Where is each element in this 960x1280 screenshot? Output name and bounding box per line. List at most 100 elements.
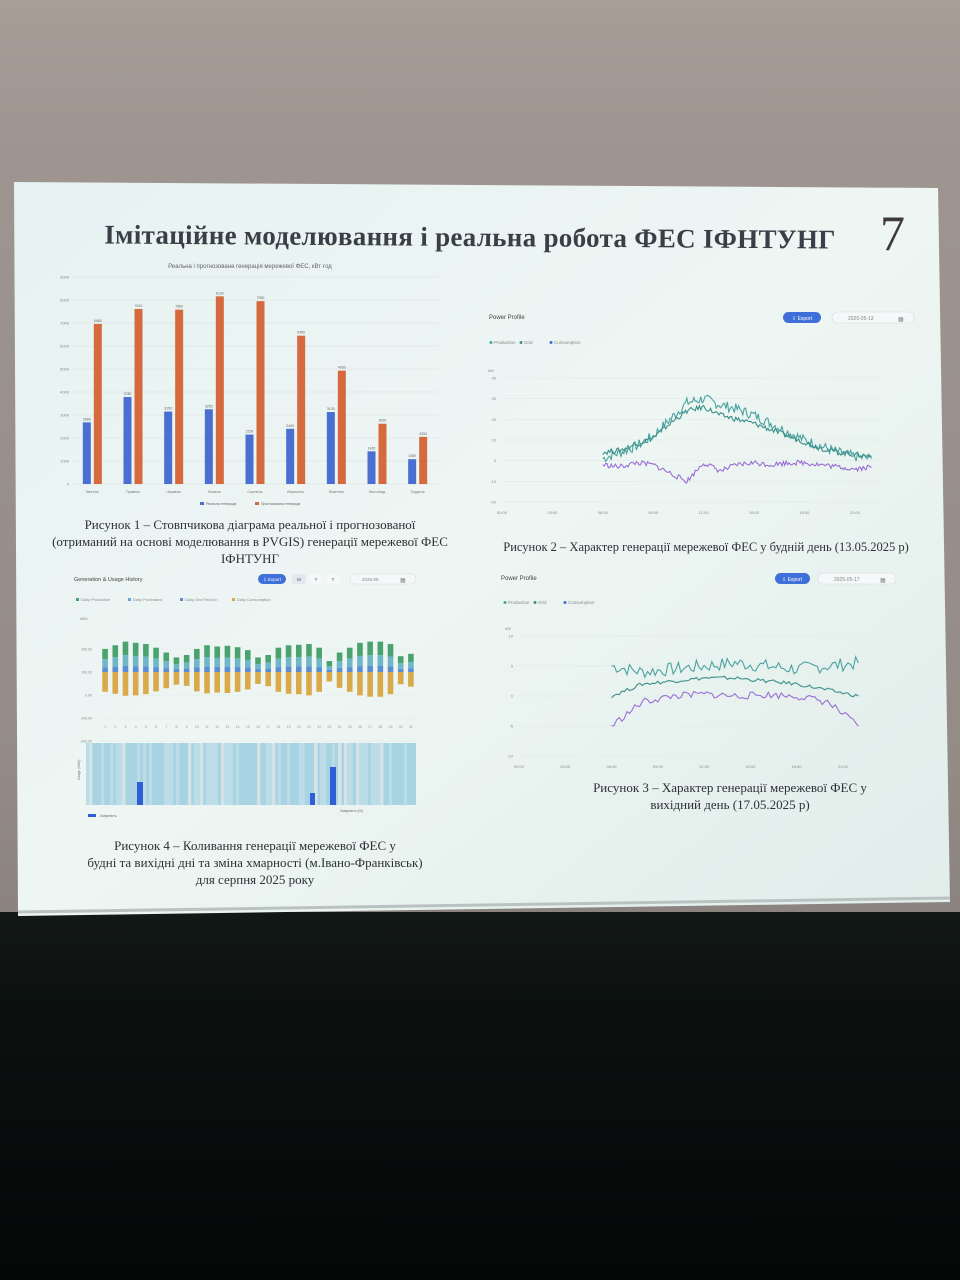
- x-tick-label: 9: [186, 725, 188, 729]
- bar-feed-in: [306, 656, 312, 667]
- legend-label: Grid: [524, 340, 533, 345]
- y-tick-label: -20: [490, 500, 497, 505]
- projected-slide: Реальна і прогнозована генерація мережев…: [14, 182, 951, 916]
- cloud-stripe: [188, 743, 192, 805]
- fig3-date-picker[interactable]: [817, 572, 897, 585]
- bar-feed-in: [285, 657, 292, 667]
- x-tick-label: 18:00: [792, 764, 803, 769]
- cloud-stripe: [197, 743, 200, 805]
- x-tick-label: 12:00: [699, 510, 710, 515]
- bar-consumption: [346, 672, 353, 692]
- x-tick-label: 00:00: [497, 510, 508, 515]
- range-button: [309, 574, 323, 584]
- calendar-icon[interactable]: ▦: [898, 317, 904, 323]
- bar-real: [286, 428, 295, 484]
- fig4-export-label: ⇩ Export: [263, 577, 282, 582]
- bar-consumption: [153, 672, 159, 692]
- bar-real: [164, 411, 173, 484]
- cloud-stripe: [377, 743, 380, 805]
- data-label: 3250: [205, 404, 213, 408]
- cloud-stripe: [287, 743, 291, 805]
- bar-feed-in: [122, 655, 129, 666]
- caption-line: Рисунок 4 – Коливання генерації мережево…: [114, 838, 396, 853]
- cloud-stripe: [257, 743, 261, 805]
- x-tick-label: 15:00: [745, 764, 756, 769]
- bar-feed-in: [408, 661, 414, 669]
- legend-swatch: [232, 598, 235, 601]
- x-tick-label: 2: [114, 725, 116, 729]
- bar-forecast: [337, 370, 346, 484]
- x-tick-label: 8: [175, 725, 177, 729]
- calendar-icon[interactable]: ▦: [880, 578, 886, 584]
- bar-purchased: [245, 667, 251, 672]
- x-tick-label: 28: [378, 725, 382, 729]
- bar-production: [275, 647, 282, 659]
- cloud-stripe: [236, 743, 240, 805]
- x-tick-label: 03:00: [560, 764, 571, 769]
- cloud-stripe: [314, 743, 318, 805]
- y-tick-label: 8000: [60, 298, 70, 303]
- bar-production: [245, 650, 251, 660]
- usage-bar: [330, 767, 336, 805]
- bar-purchased: [346, 667, 353, 672]
- legend-dot: [503, 601, 507, 604]
- cloud-axis-label: Хмарність (%): [340, 809, 363, 813]
- bar-forecast: [134, 308, 143, 484]
- x-tick-label: Грудень: [411, 490, 425, 494]
- bar-production: [316, 647, 322, 659]
- figure4-caption: Рисунок 4 – Коливання генерації мережево…: [50, 837, 460, 888]
- fig4-export-button[interactable]: [258, 574, 286, 584]
- bar-production: [194, 648, 200, 660]
- cloud-stripe: [359, 743, 362, 805]
- legend-label: Consumption: [568, 600, 595, 605]
- cloud-stripe: [116, 743, 119, 805]
- bar-feed-in: [377, 655, 384, 666]
- bar-consumption: [122, 672, 129, 696]
- x-tick-label: 3: [125, 725, 127, 729]
- cloud-stripe: [347, 743, 351, 805]
- figure2-caption: Рисунок 2 – Характер генерації мережевої…: [503, 540, 909, 554]
- calendar-icon[interactable]: ▦: [400, 578, 406, 584]
- legend-dot: [549, 341, 553, 344]
- fig3-panel-title: Power Profile: [501, 576, 537, 582]
- bar-production: [173, 657, 180, 664]
- bar-feed-in: [112, 657, 119, 667]
- caption-line: (отриманий на основі моделювання в PVGIS…: [52, 534, 448, 549]
- bottom-legend-swatch: [88, 814, 96, 817]
- bar-production: [357, 642, 363, 656]
- cloud-stripe: [212, 743, 215, 805]
- cloud-stripe: [221, 743, 225, 805]
- bar-feed-in: [183, 662, 190, 669]
- legend-label: Daily Production: [81, 597, 110, 602]
- cloud-stripe: [389, 743, 392, 805]
- slide-title: Імітаційне моделювання і реальна робота …: [104, 219, 836, 255]
- fig2-export-button[interactable]: [783, 312, 821, 323]
- bar-purchased: [408, 668, 414, 672]
- data-label: 7610: [135, 304, 143, 308]
- bar-consumption: [295, 672, 302, 695]
- y-axis-unit: kW: [505, 626, 511, 631]
- bar-production: [255, 657, 261, 664]
- cloud-stripe: [278, 743, 282, 805]
- cloud-stripe: [230, 743, 233, 805]
- bar-consumption: [326, 672, 333, 682]
- bar-real: [245, 434, 254, 484]
- fig3-export-button[interactable]: [775, 573, 810, 584]
- legend-label: Daily Consumption: [237, 597, 271, 602]
- bar-real: [123, 397, 132, 484]
- y-axis-unit: kW: [488, 368, 494, 373]
- bar-forecast: [215, 296, 224, 484]
- fig4-date-picker[interactable]: [349, 573, 417, 585]
- fig2-date-picker[interactable]: [831, 311, 915, 324]
- x-tick-label: 30: [399, 725, 403, 729]
- legend-label: Daily Purchased: [133, 597, 162, 602]
- bar-feed-in: [143, 656, 149, 667]
- bar-purchased: [112, 666, 119, 672]
- bar-feed-in: [265, 662, 271, 669]
- bar-purchased: [102, 667, 108, 672]
- usage-bar: [137, 782, 143, 805]
- bar-production: [143, 644, 149, 657]
- x-tick-label: 16: [256, 725, 260, 729]
- cloud-stripe: [209, 743, 213, 805]
- cloud-stripe: [272, 743, 276, 805]
